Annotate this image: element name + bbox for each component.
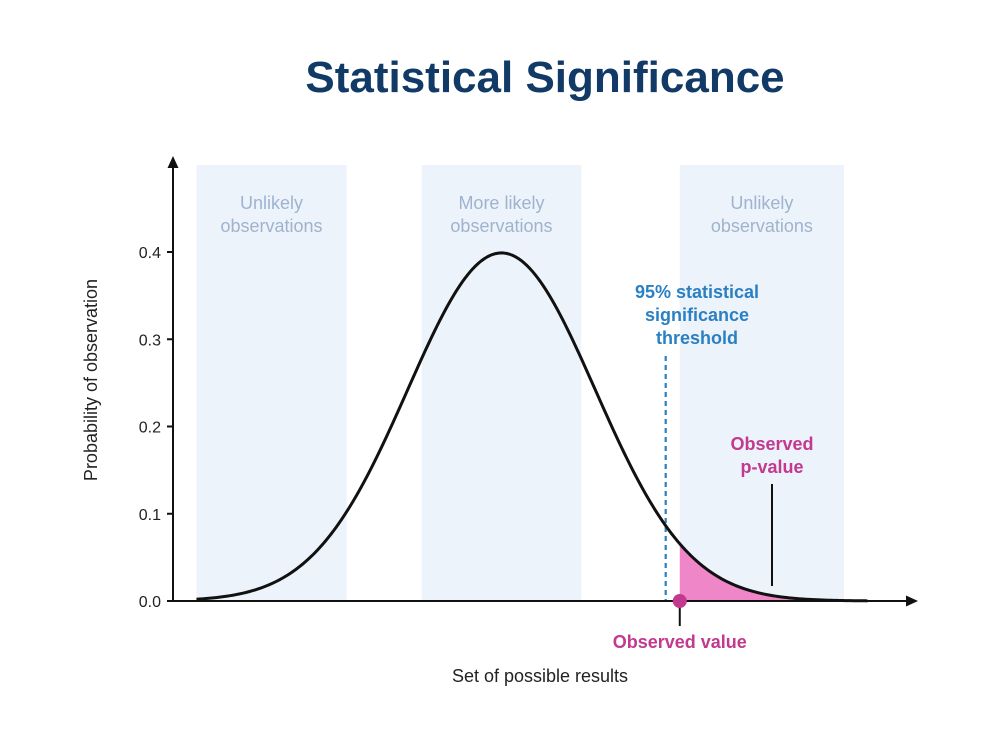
p-value-label: Observed p-value — [730, 434, 813, 477]
region-label-2: More likely observations — [450, 193, 552, 236]
y-axis-arrow — [167, 156, 179, 168]
observed-value-point — [672, 594, 687, 608]
p-value-label-line-1: Observed — [730, 434, 813, 454]
x-axis-arrow — [906, 595, 918, 607]
region-band-3 — [679, 165, 844, 601]
x-axis-label: Set of possible results — [452, 666, 628, 686]
region-band-2 — [421, 165, 582, 601]
chart-title: Statistical Significance — [305, 53, 784, 102]
threshold-label-line-3: threshold — [656, 328, 738, 348]
p-value-label-line-2: p-value — [740, 457, 803, 477]
observed-value-label: Observed value — [613, 632, 747, 652]
y-axis-label: Probability of observation — [81, 279, 101, 481]
y-tick-label-4: 0.3 — [139, 332, 161, 349]
region-label-2-line-2: observations — [450, 216, 552, 236]
threshold-label-line-1: 95% statistical — [635, 282, 759, 302]
region-label-1-line-1: Unlikely — [240, 193, 303, 213]
region-band-1 — [196, 165, 347, 601]
y-tick-label-1: 0.0 — [139, 594, 161, 611]
region-label-2-line-1: More likely — [458, 193, 544, 213]
p-value-area — [679, 543, 844, 601]
threshold-label: 95% statistical significance threshold — [635, 282, 759, 348]
y-tick-label-2: 0.1 — [139, 507, 161, 524]
threshold-label-line-2: significance — [645, 305, 749, 325]
region-label-1-line-2: observations — [221, 216, 323, 236]
distribution-curve — [196, 251, 868, 603]
region-label-3-line-1: Unlikely — [730, 193, 793, 213]
region-label-3: Unlikely observations — [711, 193, 813, 236]
y-tick-label-3: 0.2 — [139, 420, 161, 437]
region-label-1: Unlikely observations — [221, 193, 323, 236]
region-label-3-line-2: observations — [711, 216, 813, 236]
y-tick-label-5: 0.4 — [139, 245, 161, 262]
